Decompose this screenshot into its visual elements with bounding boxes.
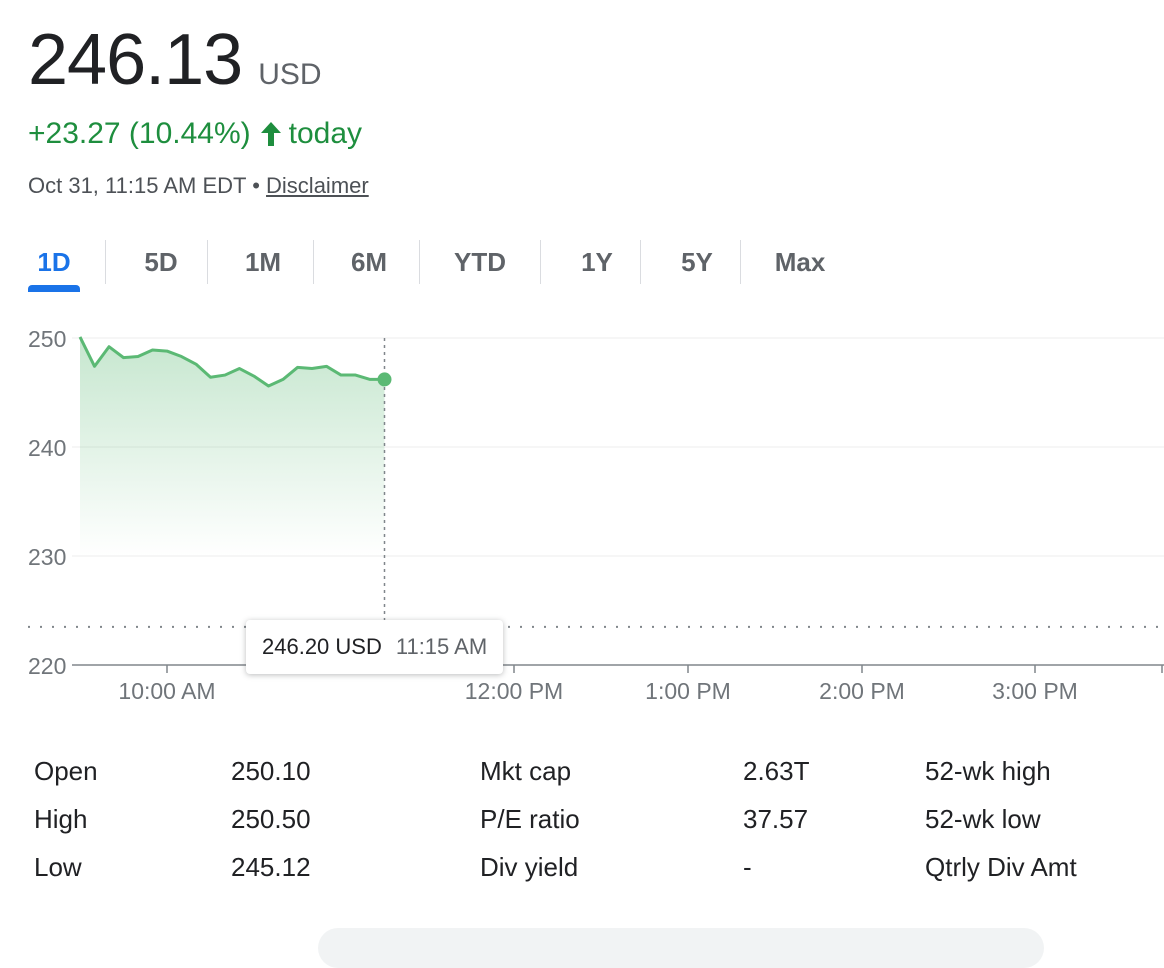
chart-tooltip: 246.20 USD 11:15 AM xyxy=(246,620,504,674)
tab-divider xyxy=(640,240,641,284)
x-tick-label: 1:00 PM xyxy=(645,678,731,704)
stat-value-mkt-cap: 2.63T xyxy=(743,756,810,786)
price-chart[interactable]: 250 240 230 220 10:00 AM 12:00 PM 1:00 PM 2:00 … xyxy=(0,300,1164,720)
y-tick-label: 220 xyxy=(28,653,66,679)
current-price: 246.13 xyxy=(28,20,243,100)
y-tick-label: 240 xyxy=(28,435,66,461)
stat-value-high: 250.50 xyxy=(231,804,311,834)
change-suffix: today xyxy=(288,117,363,150)
tab-divider xyxy=(740,240,741,284)
stat-label-low: Low xyxy=(34,852,82,882)
disclaimer-link[interactable]: Disclaimer xyxy=(266,173,369,198)
quote-header: 246.13 USD xyxy=(28,18,322,102)
tab-5y[interactable]: 5Y xyxy=(681,247,713,277)
stat-label-high: High xyxy=(34,804,88,834)
arrow-up-icon xyxy=(260,122,281,146)
stats-row: Open 250.10 Mkt cap 2.63T 52-wk high xyxy=(0,756,1164,796)
stat-label-div-yield: Div yield xyxy=(480,852,579,882)
hover-point xyxy=(377,372,392,387)
price-change: +23.27 (10.44%) today xyxy=(28,114,362,154)
x-tick-label: 10:00 AM xyxy=(118,678,215,704)
tab-ytd[interactable]: YTD xyxy=(454,247,506,277)
tab-6m[interactable]: 6M xyxy=(350,247,388,277)
price-line xyxy=(78,336,385,388)
y-tick-label: 230 xyxy=(28,544,66,570)
stat-value-pe-ratio: 37.57 xyxy=(743,804,809,834)
x-tick-label: 12:00 PM xyxy=(465,678,563,704)
timestamp-text: Oct 31, 11:15 AM EDT xyxy=(28,173,247,198)
tab-divider xyxy=(313,240,314,284)
tab-divider xyxy=(207,240,208,284)
range-tabs: 1D 5D 1M 6M YTD 1Y 5Y Max xyxy=(0,240,1164,292)
tooltip-time: 11:15 AM xyxy=(395,634,488,659)
stats-row: High 250.50 P/E ratio 37.57 52-wk low xyxy=(0,804,1164,844)
stat-label-52wk-high: 52-wk high xyxy=(925,756,1051,786)
tab-1d[interactable]: 1D xyxy=(28,240,80,292)
change-value: +23.27 (10.44%) xyxy=(28,117,251,150)
tab-1y[interactable]: 1Y xyxy=(581,247,613,277)
y-tick-label: 250 xyxy=(28,326,66,352)
tab-1m[interactable]: 1M xyxy=(244,247,282,277)
x-tick-label: 2:00 PM xyxy=(819,678,905,704)
tab-divider xyxy=(419,240,420,284)
tooltip-price: 246.20 USD xyxy=(262,634,382,659)
stat-label-mkt-cap: Mkt cap xyxy=(480,756,572,786)
timestamp-separator: • xyxy=(252,173,260,198)
stat-label-pe-ratio: P/E ratio xyxy=(480,804,580,834)
price-area xyxy=(80,336,385,556)
stat-value-div-yield: - xyxy=(743,852,752,882)
currency-label: USD xyxy=(258,58,322,91)
stat-value-low: 245.12 xyxy=(231,852,311,882)
stat-label-52wk-low: 52-wk low xyxy=(925,804,1041,834)
quote-timestamp: Oct 31, 11:15 AM EDT • Disclaimer xyxy=(28,173,369,199)
tab-divider xyxy=(105,240,106,284)
tab-max[interactable]: Max xyxy=(774,247,826,277)
stats-row: Low 245.12 Div yield - Qtrly Div Amt xyxy=(0,852,1164,892)
tab-5d[interactable]: 5D xyxy=(144,247,178,277)
more-about-button[interactable] xyxy=(318,928,1044,968)
tab-divider xyxy=(540,240,541,284)
x-tick-label: 3:00 PM xyxy=(992,678,1078,704)
stat-label-qtrly-div: Qtrly Div Amt xyxy=(925,852,1077,882)
stat-value-open: 250.10 xyxy=(231,756,311,786)
stat-label-open: Open xyxy=(34,756,98,786)
